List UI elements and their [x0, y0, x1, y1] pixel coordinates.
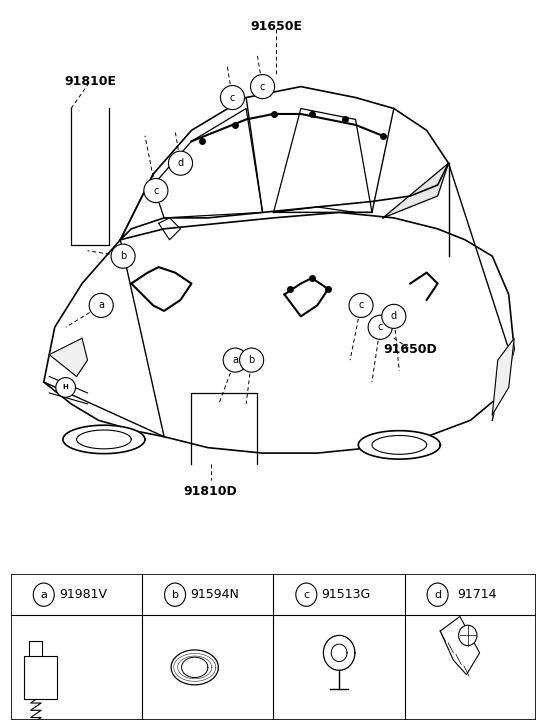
- Polygon shape: [492, 338, 514, 415]
- Text: 91513G: 91513G: [321, 588, 370, 601]
- Circle shape: [144, 179, 168, 203]
- FancyBboxPatch shape: [24, 656, 57, 699]
- Text: c: c: [260, 81, 265, 92]
- Circle shape: [251, 75, 275, 99]
- Polygon shape: [358, 430, 440, 459]
- Circle shape: [165, 583, 185, 606]
- Polygon shape: [383, 163, 449, 218]
- Text: c: c: [377, 322, 383, 332]
- Text: b: b: [120, 252, 126, 261]
- Text: a: a: [98, 300, 104, 310]
- Circle shape: [168, 151, 193, 175]
- Text: a: a: [40, 590, 47, 600]
- Circle shape: [56, 377, 75, 398]
- Text: H: H: [63, 385, 68, 390]
- Text: 91594N: 91594N: [190, 588, 239, 601]
- Circle shape: [33, 583, 54, 606]
- Circle shape: [220, 86, 245, 110]
- Circle shape: [382, 305, 406, 329]
- Polygon shape: [440, 616, 480, 675]
- Text: a: a: [232, 355, 238, 365]
- Text: c: c: [358, 300, 364, 310]
- Polygon shape: [171, 650, 218, 685]
- Circle shape: [296, 583, 317, 606]
- Text: c: c: [153, 185, 159, 196]
- Text: b: b: [248, 355, 255, 365]
- Text: 91981V: 91981V: [59, 588, 107, 601]
- Circle shape: [240, 348, 264, 372]
- Circle shape: [223, 348, 247, 372]
- Text: c: c: [303, 590, 310, 600]
- Polygon shape: [323, 635, 355, 670]
- Text: d: d: [177, 158, 184, 168]
- Text: c: c: [230, 92, 235, 103]
- Text: 91810D: 91810D: [184, 485, 237, 498]
- Circle shape: [349, 294, 373, 318]
- Text: 91810E: 91810E: [64, 75, 117, 88]
- Circle shape: [368, 316, 392, 340]
- FancyBboxPatch shape: [11, 574, 536, 720]
- Text: d: d: [391, 311, 397, 321]
- Text: 91650D: 91650D: [383, 342, 437, 356]
- Polygon shape: [49, 338, 88, 377]
- Circle shape: [111, 244, 135, 268]
- Circle shape: [427, 583, 448, 606]
- Text: 91714: 91714: [457, 588, 497, 601]
- Text: b: b: [172, 590, 178, 600]
- Circle shape: [458, 625, 477, 646]
- Text: d: d: [434, 590, 441, 600]
- Polygon shape: [63, 425, 145, 454]
- Circle shape: [89, 294, 113, 318]
- Text: 91650E: 91650E: [250, 20, 302, 33]
